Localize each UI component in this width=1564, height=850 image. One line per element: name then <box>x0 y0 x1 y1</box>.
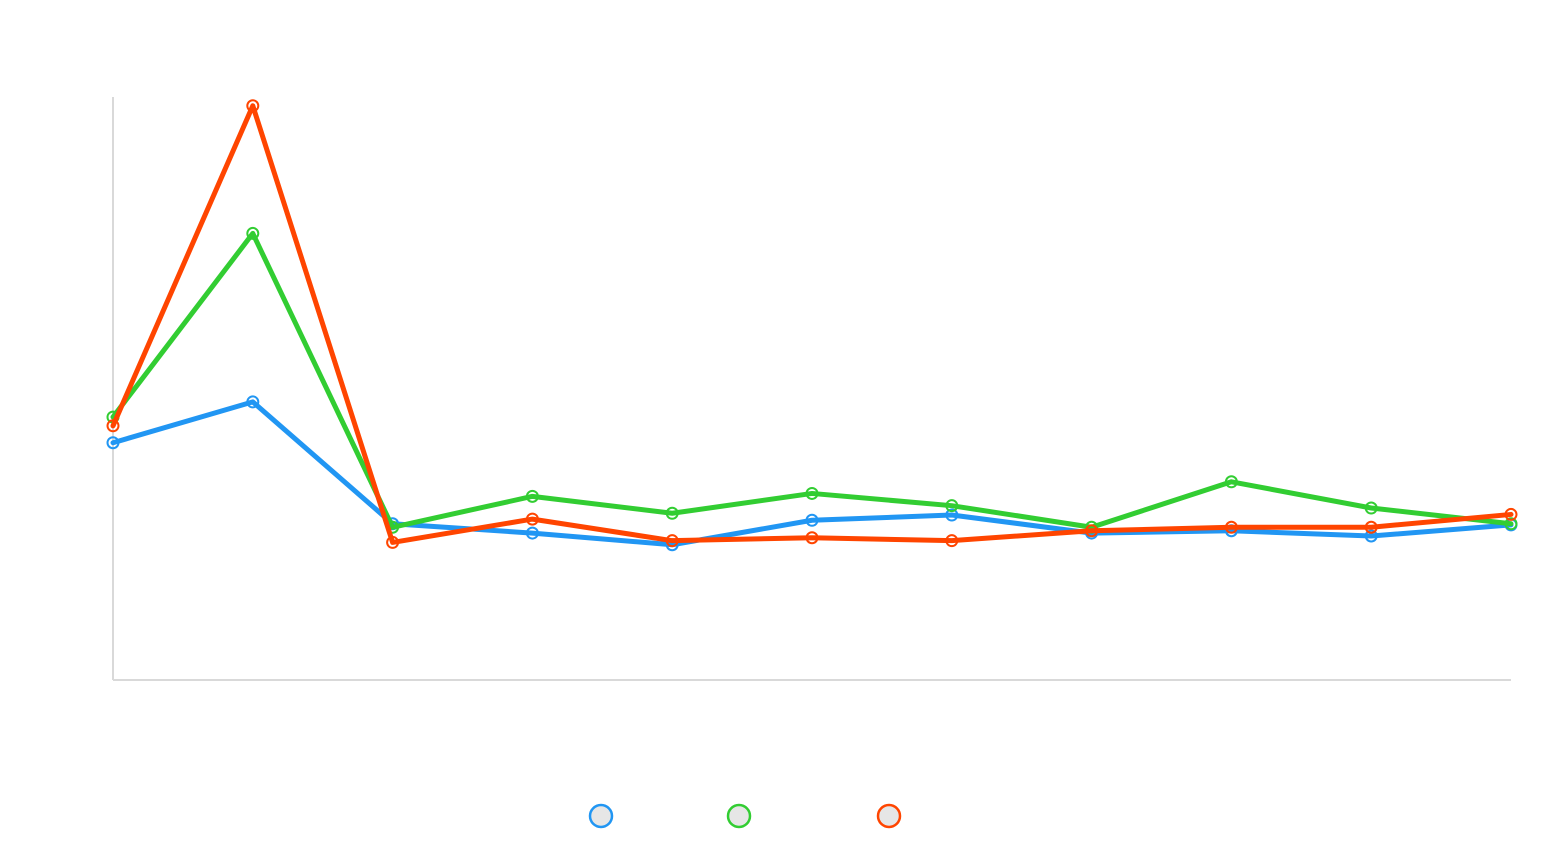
legend-marker-2[interactable] <box>726 803 752 829</box>
series-3-point-11[interactable] <box>1504 507 1518 521</box>
series-3 <box>106 99 1518 549</box>
series-group <box>106 99 1518 552</box>
series-1-line <box>110 399 1514 548</box>
series-3-point-7[interactable] <box>945 534 959 548</box>
series-3-point-3[interactable] <box>386 535 400 549</box>
series-3-point-5[interactable] <box>665 534 679 548</box>
series-3-point-4[interactable] <box>525 512 539 526</box>
series-3-point-2[interactable] <box>246 99 260 113</box>
series-1-point-2[interactable] <box>246 395 260 409</box>
series-3-line <box>110 103 1514 545</box>
series-3-point-6[interactable] <box>805 531 819 545</box>
series-2-point-2[interactable] <box>246 226 260 240</box>
axes <box>112 97 1511 681</box>
legend-marker-3[interactable] <box>876 803 902 829</box>
legend-item-3[interactable] <box>876 803 902 829</box>
series-1-point-4[interactable] <box>525 526 539 540</box>
legend-item-1[interactable] <box>588 803 614 829</box>
series-2-point-6[interactable] <box>805 486 819 500</box>
series-2-point-4[interactable] <box>525 489 539 503</box>
series-3-point-1[interactable] <box>106 419 120 433</box>
series-2 <box>106 226 1518 534</box>
legend-item-2[interactable] <box>726 803 752 829</box>
legend-marker-1[interactable] <box>588 803 614 829</box>
series-3-point-9[interactable] <box>1224 520 1238 534</box>
series-2-line <box>110 230 1514 530</box>
series-2-point-9[interactable] <box>1224 475 1238 489</box>
series-2-point-7[interactable] <box>945 499 959 513</box>
series-1-point-10[interactable] <box>1364 529 1378 543</box>
series-2-point-11[interactable] <box>1504 517 1518 531</box>
series-1-point-6[interactable] <box>805 513 819 527</box>
series-3-point-8[interactable] <box>1085 524 1099 538</box>
series-1-point-1[interactable] <box>106 436 120 450</box>
legend[interactable] <box>588 803 902 829</box>
series-3-point-10[interactable] <box>1364 520 1378 534</box>
series-2-point-5[interactable] <box>665 506 679 520</box>
series-1-point-7[interactable] <box>945 508 959 522</box>
series-2-point-10[interactable] <box>1364 501 1378 515</box>
